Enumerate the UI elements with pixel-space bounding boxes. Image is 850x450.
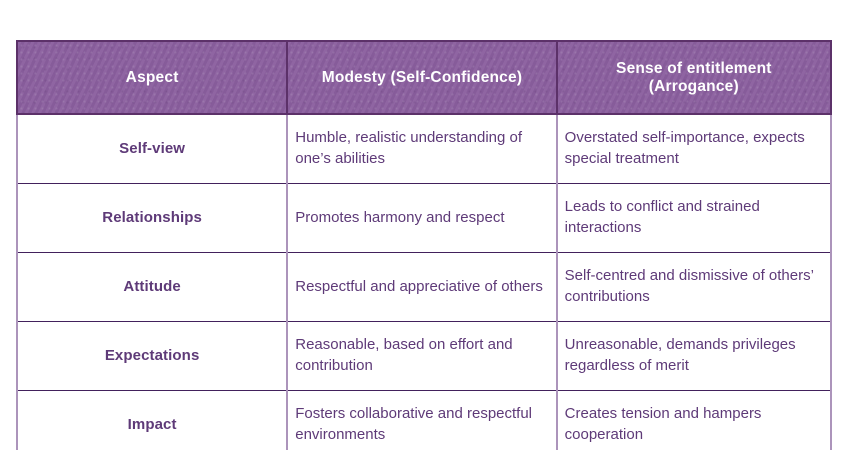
aspect-cell: Relationships <box>15 183 289 253</box>
modesty-cell: Promotes harmony and respect <box>286 183 558 253</box>
aspect-cell: Attitude <box>15 252 289 322</box>
entitlement-cell: Overstated self-importance, expects spec… <box>555 113 833 184</box>
modesty-cell: Respectful and appreciative of others <box>286 252 558 322</box>
modesty-cell: Fosters collaborative and respectful env… <box>286 390 558 450</box>
entitlement-cell: Self-centred and dismissive of others’ c… <box>555 252 833 322</box>
modesty-cell: Humble, realistic understanding of one’s… <box>286 113 558 184</box>
table-row: Relationships Promotes harmony and respec… <box>15 183 833 253</box>
aspect-cell: Impact <box>15 390 289 450</box>
entitlement-cell: Unreasonable, demands privileges regardl… <box>555 321 833 391</box>
table-row: Expectations Reasonable, based on effort … <box>15 321 833 391</box>
header-cell-entitlement: Sense of entitlement (Arrogance) <box>555 40 833 115</box>
aspect-cell: Self-view <box>15 113 289 184</box>
modesty-cell: Reasonable, based on effort and contribu… <box>286 321 558 391</box>
header-cell-modesty: Modesty (Self-Confidence) <box>286 40 558 115</box>
header-row: Aspect Modesty (Self-Confidence) Sense o… <box>15 40 833 115</box>
aspect-cell: Expectations <box>15 321 289 391</box>
table-row: Impact Fosters collaborative and respectf… <box>15 390 833 450</box>
comparison-table: Aspect Modesty (Self-Confidence) Sense o… <box>15 40 833 450</box>
table-row: Attitude Respectful and appreciative of o… <box>15 252 833 322</box>
table-row: Self-view Humble, realistic understanding… <box>15 113 833 184</box>
entitlement-cell: Leads to conflict and strained interacti… <box>555 183 833 253</box>
entitlement-cell: Creates tension and hampers cooperation <box>555 390 833 450</box>
header-cell-aspect: Aspect <box>15 40 289 115</box>
